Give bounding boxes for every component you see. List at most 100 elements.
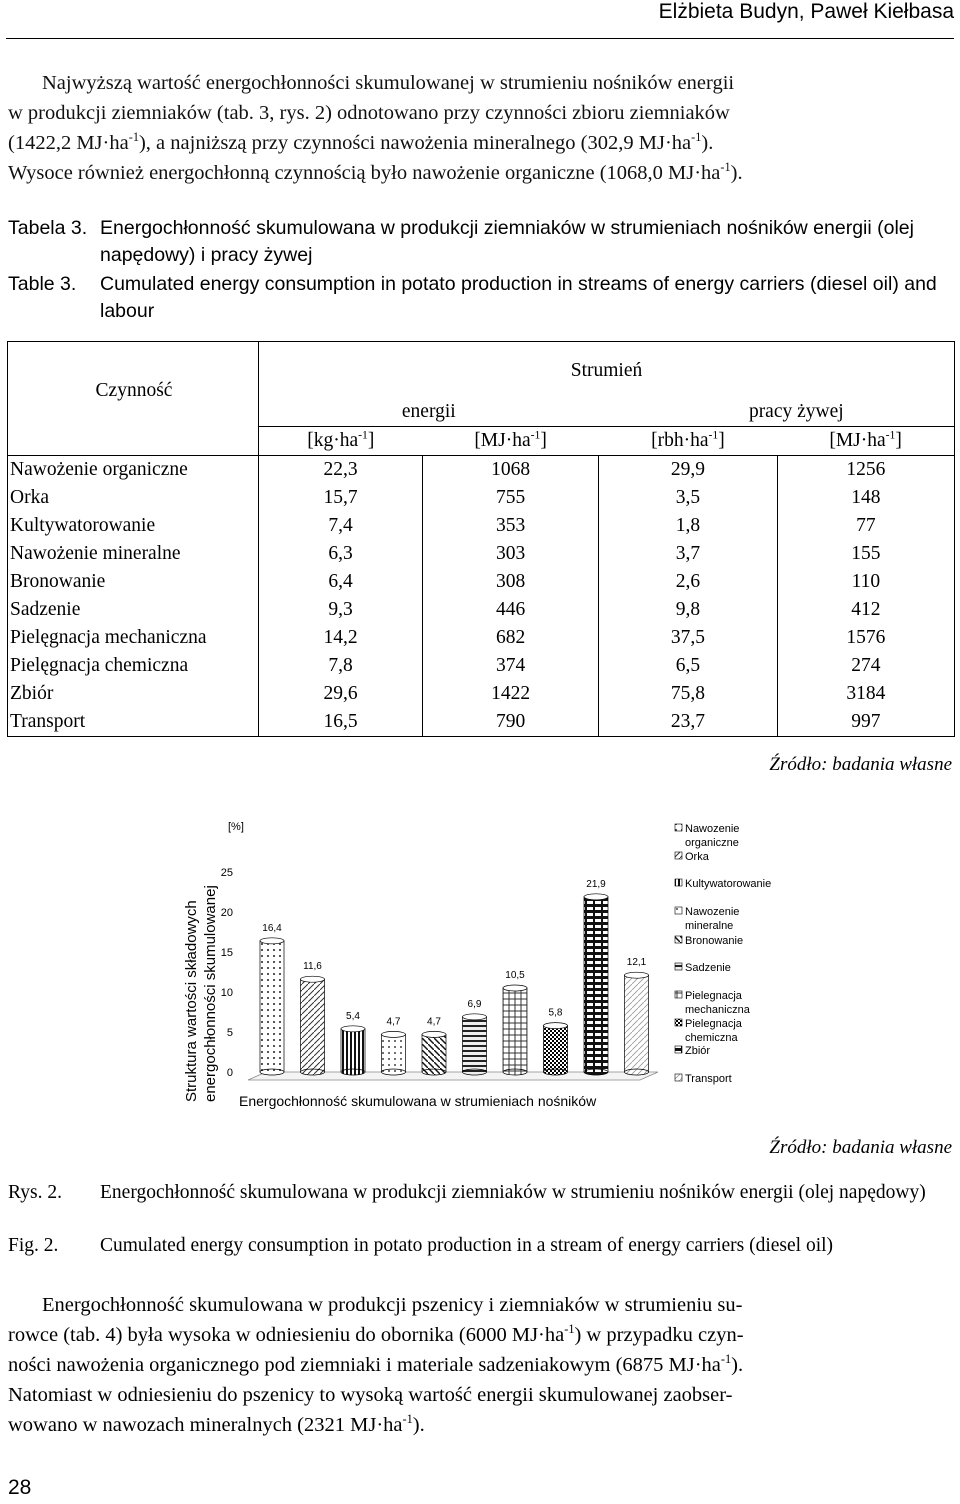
page-number: 28	[8, 1476, 32, 1499]
bar-base	[259, 1068, 285, 1076]
closing-line: rowce (tab. 4) była wysoka w odniesieniu…	[8, 1324, 565, 1346]
cell-mj-labour: 155	[777, 539, 956, 568]
figure-title-en: Cumulated energy consumption in potato p…	[100, 1235, 834, 1256]
closing-line: wowano w nawozach mineralnych (2321 MJ·h…	[8, 1414, 403, 1436]
bar-base	[381, 1068, 406, 1076]
cell-rbh: 29,9	[598, 455, 778, 484]
superscript: -1	[720, 160, 731, 175]
unit-text: ]	[540, 429, 547, 451]
header-stream: Strumień	[258, 341, 955, 398]
figure-label-pl: Rys. 2.	[8, 1182, 62, 1203]
bar-base	[340, 1068, 366, 1076]
bar-base	[583, 1068, 609, 1076]
row-activity: Nawożenie organiczne	[7, 455, 259, 484]
figure-caption-pl: Rys. 2. Energochłonność skumulowana w pr…	[8, 1179, 954, 1235]
legend-swatch	[674, 823, 683, 832]
cell-mj-energy: 303	[422, 539, 600, 568]
y-tick-label: 5	[227, 1027, 233, 1039]
unit-kg: [kg·ha-1]	[258, 426, 423, 456]
superscript: -1	[358, 428, 368, 441]
table-row: Transport 16,5 790 23,7 997	[7, 707, 956, 737]
closing-paragraph: Energochłonność skumulowana w produkcji …	[8, 1290, 952, 1440]
legend-swatch	[674, 1018, 683, 1027]
bar-base	[421, 1068, 447, 1076]
table-source: Źródło: badania własne	[769, 754, 952, 775]
bar-top	[421, 1031, 447, 1038]
intro-line: Najwyższą wartość energochłonności skumu…	[42, 72, 735, 94]
figure-source: Źródło: badania własne	[769, 1137, 952, 1158]
table-row: Sadzenie 9,3 446 9,8 412	[7, 595, 956, 624]
row-activity: Kultywatorowanie	[7, 511, 259, 540]
legend-label: Zbiór	[685, 1045, 710, 1057]
cell-kg: 7,8	[258, 651, 424, 680]
cell-rbh: 6,5	[598, 651, 778, 680]
cell-rbh: 3,7	[598, 539, 778, 568]
data-label: 5,8	[549, 1008, 563, 1019]
header-energy: energii	[258, 397, 599, 427]
bar-top	[340, 1025, 366, 1033]
cell-mj-energy: 755	[422, 483, 600, 512]
cell-rbh: 3,5	[598, 483, 778, 512]
superscript: -1	[720, 1352, 732, 1367]
table-row: Nawożenie mineralne 6,3 303 3,7 155	[7, 539, 956, 568]
row-activity: Transport	[7, 707, 259, 737]
bar	[259, 940, 285, 1073]
intro-line: ).	[730, 162, 743, 184]
cell-mj-energy: 374	[422, 651, 600, 680]
row-activity: Nawożenie mineralne	[7, 539, 259, 568]
unit-text: ]	[367, 429, 375, 451]
y-axis-title: Struktura wartości składowych	[183, 900, 200, 1102]
closing-line: ).	[731, 1354, 744, 1376]
legend-swatch	[674, 935, 683, 944]
bar-top	[502, 984, 528, 992]
unit-mj-energy: [MJ·ha-1]	[422, 426, 599, 456]
bar-top	[543, 1022, 568, 1029]
table-caption-pl: Tabela 3. Energochłonność skumulowana w …	[8, 215, 954, 271]
energy-table: Czynność Strumień energii pracy żywej [k…	[7, 341, 956, 737]
cell-rbh: 23,7	[598, 707, 778, 737]
bar	[502, 987, 528, 1073]
cell-mj-labour: 1576	[777, 623, 956, 652]
row-activity: Sadzenie	[7, 595, 259, 624]
closing-line: ności nawożenia organicznego pod ziemnia…	[8, 1354, 721, 1376]
unit-text: ]	[895, 429, 902, 451]
table-row: Kultywatorowanie 7,4 353 1,8 77	[7, 511, 956, 540]
bar	[543, 1025, 568, 1073]
y-tick-label: 20	[221, 907, 233, 919]
legend-label: Pielegnacja chemiczna	[685, 1018, 743, 1044]
legend-label: Nawozenie organiczne	[685, 823, 739, 849]
data-label: 16,4	[262, 923, 282, 934]
table-title-en: Cumulated energy consumption in potato p…	[100, 273, 937, 322]
header-activity: Czynność	[7, 341, 259, 456]
figure-caption-en: Fig. 2. Cumulated energy consumption in …	[8, 1232, 954, 1262]
figure-title-pl: Energochłonność skumulowana w produkcji …	[100, 1182, 926, 1203]
superscript: -1	[530, 428, 541, 441]
y-tick-label: 0	[227, 1067, 233, 1079]
table-caption-en: Table 3. Cumulated energy consumption in…	[8, 271, 954, 327]
legend-swatch	[674, 1073, 683, 1082]
bar-base	[502, 1068, 528, 1076]
cell-mj-labour: 997	[777, 707, 956, 737]
y-unit-label: [%]	[228, 821, 244, 833]
data-label: 5,4	[346, 1011, 360, 1022]
cell-mj-labour: 148	[777, 483, 956, 512]
cell-mj-labour: 110	[777, 567, 956, 596]
bar	[340, 1028, 366, 1073]
cell-mj-labour: 412	[777, 595, 956, 624]
cell-kg: 6,3	[258, 539, 424, 568]
cell-mj-labour: 3184	[777, 679, 956, 708]
cell-mj-energy: 1068	[422, 455, 600, 484]
closing-line: Energochłonność skumulowana w produkcji …	[42, 1294, 743, 1316]
superscript: -1	[885, 428, 896, 441]
data-label: 12,1	[627, 957, 647, 968]
bar-base	[300, 1068, 325, 1076]
bar	[624, 974, 649, 1073]
unit-rbh: [rbh·ha-1]	[598, 426, 778, 456]
superscript: -1	[691, 130, 702, 145]
unit-text: [MJ·ha	[474, 429, 531, 451]
data-label: 21,9	[586, 879, 606, 890]
legend-label: Pielegnacja mechaniczna	[685, 990, 751, 1016]
cell-kg: 6,4	[258, 567, 424, 596]
superscript: -1	[708, 428, 719, 441]
superscript: -1	[402, 1412, 413, 1427]
